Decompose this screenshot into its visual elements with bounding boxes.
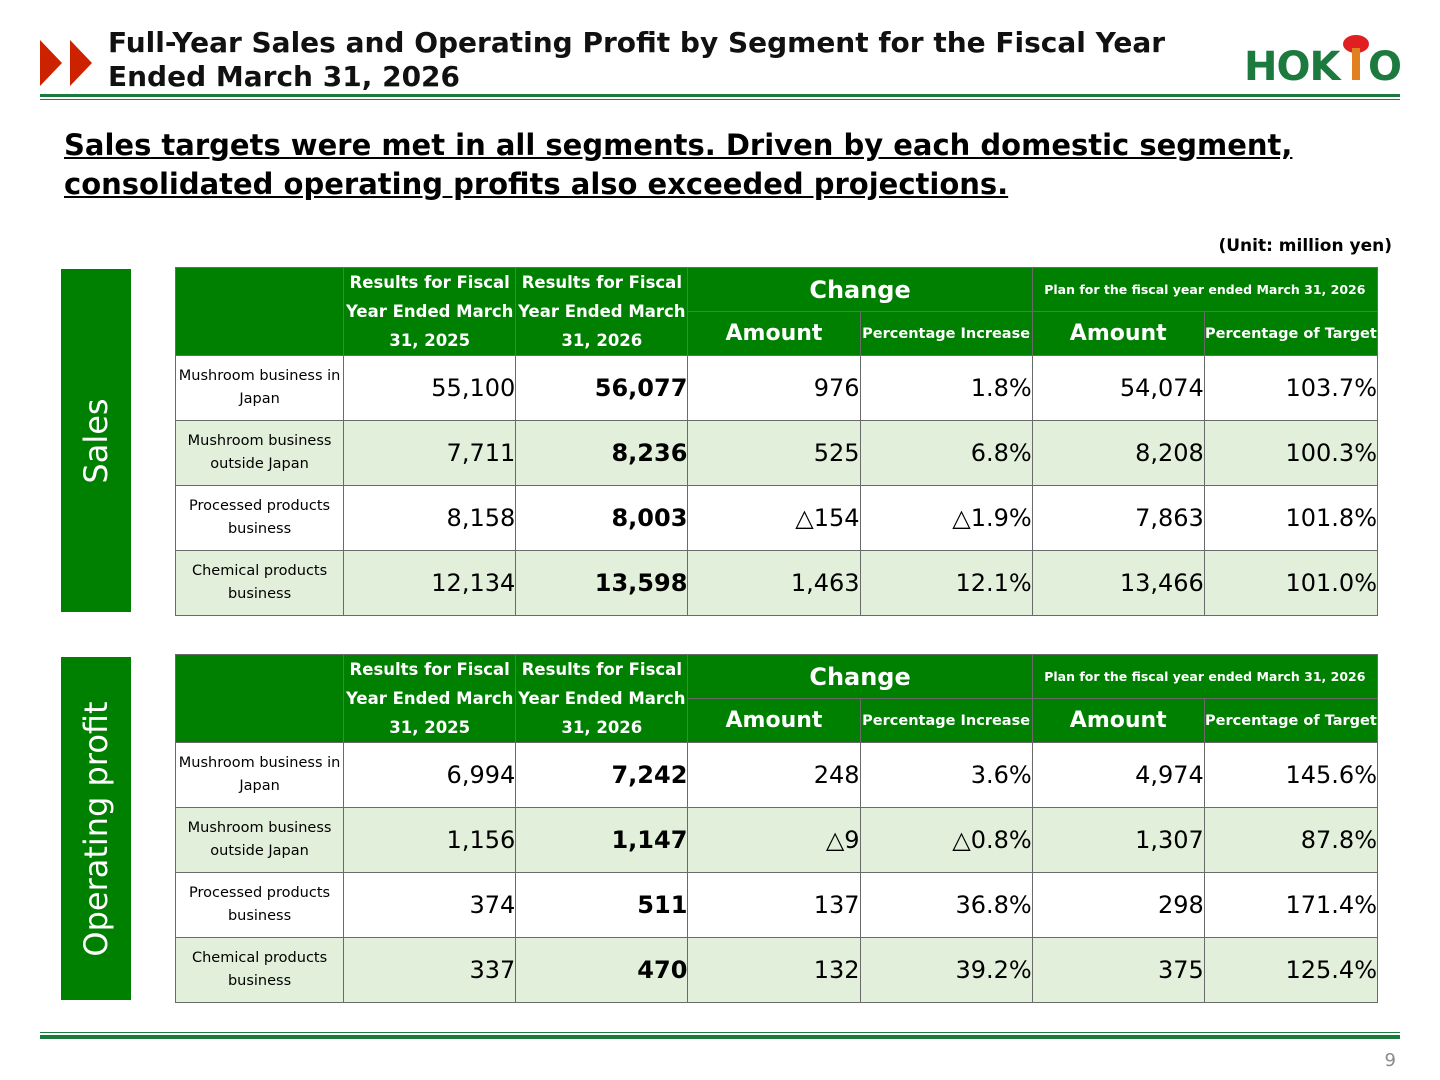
col-change-amount: Amount: [687, 311, 861, 356]
corner-cell: [174, 267, 345, 356]
table-row: Chemical products business 12,134 13,598…: [174, 550, 1379, 616]
col-change: Change: [687, 267, 1033, 312]
value-change-pct: 12.1%: [859, 550, 1033, 616]
segment-name: Processed products business: [174, 485, 345, 551]
col-results-prev: Results for Fiscal Year Ended March 31, …: [343, 267, 517, 356]
col-plan: Plan for the fiscal year ended March 31,…: [1031, 654, 1379, 699]
value-change-amount: 1,463: [687, 550, 861, 616]
value-change-pct: 6.8%: [859, 420, 1033, 486]
corner-cell: [174, 654, 345, 743]
value-prev: 6,994: [343, 742, 517, 808]
value-curr: 7,242: [515, 742, 689, 808]
col-results-curr: Results for Fiscal Year Ended March 31, …: [515, 267, 689, 356]
value-plan-pct: 171.4%: [1203, 872, 1379, 938]
segment-name: Mushroom business outside Japan: [174, 420, 345, 486]
operating-profit-section-label: Operating profit: [61, 657, 131, 1000]
unit-note: (Unit: million yen): [1218, 236, 1392, 256]
value-plan-pct: 87.8%: [1203, 807, 1379, 873]
value-prev: 374: [343, 872, 517, 938]
value-plan-amount: 54,074: [1031, 355, 1205, 421]
page-number: 9: [1384, 1050, 1396, 1071]
col-pct-increase: Percentage Increase: [859, 698, 1033, 743]
col-pct-increase: Percentage Increase: [859, 311, 1033, 356]
table-row: Chemical products business 337 470 132 3…: [174, 937, 1379, 1003]
value-change-amount: △154: [687, 485, 861, 551]
value-plan-pct: 125.4%: [1203, 937, 1379, 1003]
value-plan-amount: 1,307: [1031, 807, 1205, 873]
value-plan-pct: 101.8%: [1203, 485, 1379, 551]
col-change: Change: [687, 654, 1033, 699]
value-prev: 7,711: [343, 420, 517, 486]
operating-profit-table: Results for Fiscal Year Ended March 31, …: [174, 654, 1379, 1003]
col-plan-amount: Amount: [1031, 311, 1205, 356]
table-row: Mushroom business in Japan 55,100 56,077…: [174, 355, 1379, 421]
value-plan-pct: 145.6%: [1203, 742, 1379, 808]
value-change-pct: △0.8%: [859, 807, 1033, 873]
col-plan-amount: Amount: [1031, 698, 1205, 743]
col-pct-target: Percentage of Target: [1203, 698, 1379, 743]
value-prev: 337: [343, 937, 517, 1003]
table-row: Mushroom business outside Japan 1,156 1,…: [174, 807, 1379, 873]
svg-text:O: O: [1368, 44, 1402, 90]
value-prev: 55,100: [343, 355, 517, 421]
sales-table: Results for Fiscal Year Ended March 31, …: [174, 267, 1379, 616]
segment-name: Mushroom business in Japan: [174, 355, 345, 421]
table-row: Processed products business 374 511 137 …: [174, 872, 1379, 938]
value-prev: 1,156: [343, 807, 517, 873]
segment-name: Chemical products business: [174, 937, 345, 1003]
col-results-prev: Results for Fiscal Year Ended March 31, …: [343, 654, 517, 743]
value-change-pct: 1.8%: [859, 355, 1033, 421]
value-curr: 511: [515, 872, 689, 938]
value-plan-amount: 7,863: [1031, 485, 1205, 551]
segment-name: Processed products business: [174, 872, 345, 938]
value-change-amount: △9: [687, 807, 861, 873]
value-change-amount: 525: [687, 420, 861, 486]
value-plan-pct: 101.0%: [1203, 550, 1379, 616]
col-results-curr: Results for Fiscal Year Ended March 31, …: [515, 654, 689, 743]
value-change-pct: 39.2%: [859, 937, 1033, 1003]
value-change-amount: 976: [687, 355, 861, 421]
segment-name: Chemical products business: [174, 550, 345, 616]
value-curr: 56,077: [515, 355, 689, 421]
col-change-amount: Amount: [687, 698, 861, 743]
value-plan-amount: 375: [1031, 937, 1205, 1003]
value-change-amount: 132: [687, 937, 861, 1003]
col-plan: Plan for the fiscal year ended March 31,…: [1031, 267, 1379, 312]
segment-name: Mushroom business outside Japan: [174, 807, 345, 873]
value-plan-pct: 100.3%: [1203, 420, 1379, 486]
value-plan-amount: 13,466: [1031, 550, 1205, 616]
value-plan-pct: 103.7%: [1203, 355, 1379, 421]
page-title: Full-Year Sales and Operating Profit by …: [108, 26, 1166, 93]
value-curr: 13,598: [515, 550, 689, 616]
headline: Sales targets were met in all segments. …: [64, 128, 1293, 201]
footer-divider: [40, 1032, 1400, 1040]
table-row: Mushroom business outside Japan 7,711 8,…: [174, 420, 1379, 486]
value-change-pct: 3.6%: [859, 742, 1033, 808]
hokto-logo: HOK O: [1244, 35, 1402, 90]
value-curr: 8,236: [515, 420, 689, 486]
svg-text:HOK: HOK: [1244, 44, 1342, 90]
table-row: Mushroom business in Japan 6,994 7,242 2…: [174, 742, 1379, 808]
table-row: Processed products business 8,158 8,003 …: [174, 485, 1379, 551]
value-plan-amount: 4,974: [1031, 742, 1205, 808]
value-change-pct: 36.8%: [859, 872, 1033, 938]
value-prev: 12,134: [343, 550, 517, 616]
value-curr: 470: [515, 937, 689, 1003]
title-arrows-icon: [40, 40, 92, 86]
value-prev: 8,158: [343, 485, 517, 551]
value-plan-amount: 298: [1031, 872, 1205, 938]
value-curr: 1,147: [515, 807, 689, 873]
value-change-pct: △1.9%: [859, 485, 1033, 551]
value-change-amount: 137: [687, 872, 861, 938]
col-pct-target: Percentage of Target: [1203, 311, 1379, 356]
value-curr: 8,003: [515, 485, 689, 551]
sales-section-label: Sales: [61, 269, 131, 612]
value-plan-amount: 8,208: [1031, 420, 1205, 486]
value-change-amount: 248: [687, 742, 861, 808]
segment-name: Mushroom business in Japan: [174, 742, 345, 808]
header-divider: [40, 94, 1400, 101]
